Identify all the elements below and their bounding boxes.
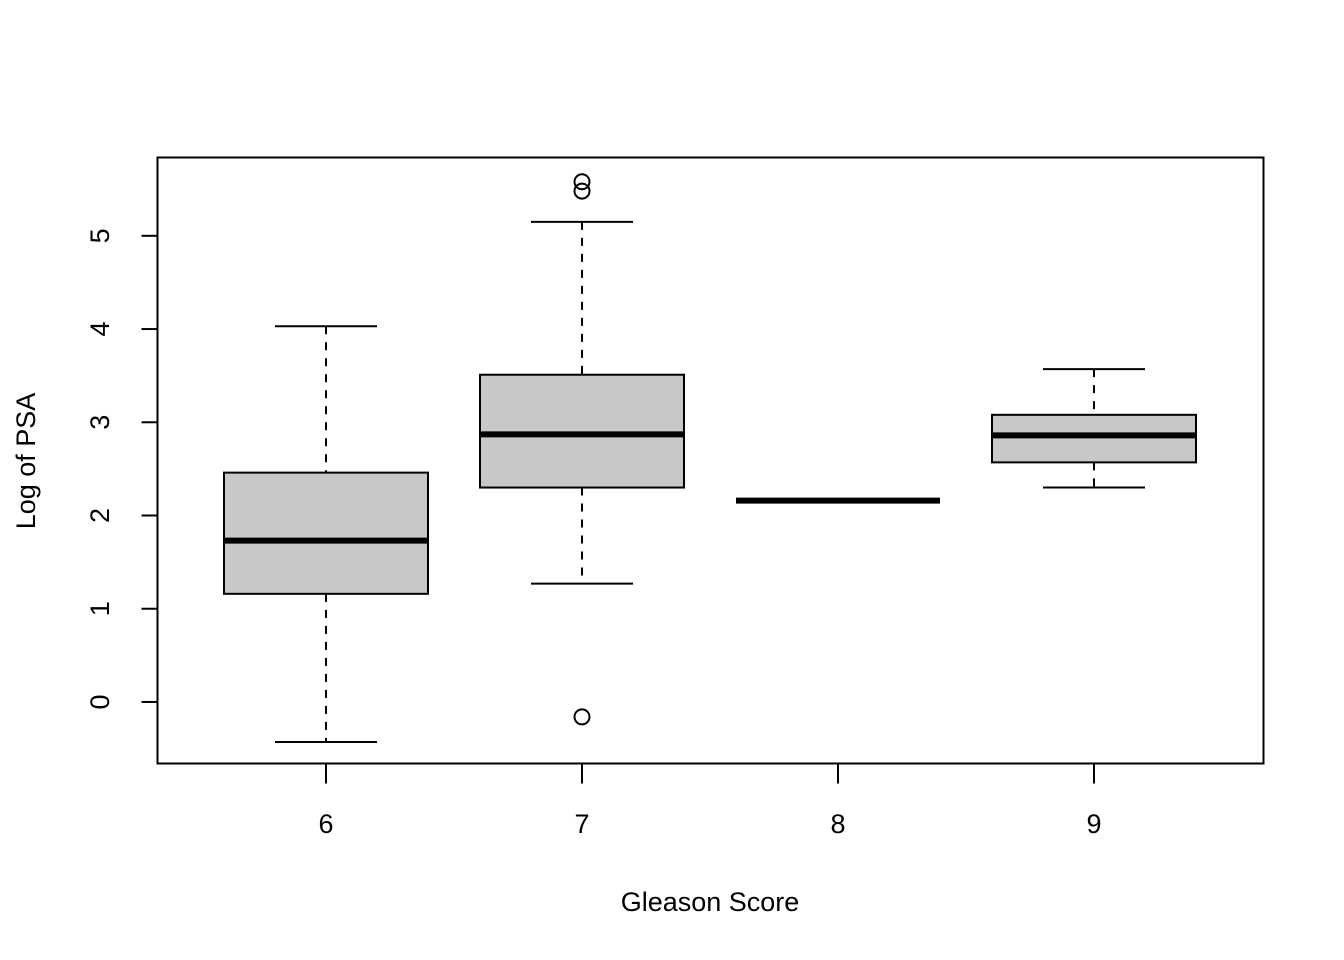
x-axis-label: Gleason Score bbox=[621, 887, 800, 917]
box-group-7 bbox=[479, 173, 685, 726]
x-tick-label: 6 bbox=[318, 809, 333, 839]
iqr-box bbox=[991, 413, 1197, 464]
y-tick-label: 5 bbox=[85, 228, 115, 243]
boxes-layer bbox=[223, 173, 1197, 744]
x-tick-label: 9 bbox=[1086, 809, 1101, 839]
iqr-box bbox=[479, 373, 685, 489]
y-tick-label: 2 bbox=[85, 508, 115, 523]
y-axis: 0 1 2 3 4 5 bbox=[85, 228, 158, 709]
x-tick-label: 8 bbox=[830, 809, 845, 839]
y-tick-label: 1 bbox=[85, 601, 115, 616]
outlier-point bbox=[573, 708, 591, 726]
plot-frame bbox=[156, 156, 1265, 765]
y-tick-label: 4 bbox=[85, 322, 115, 337]
y-tick-label: 0 bbox=[85, 694, 115, 709]
box-group-9 bbox=[991, 368, 1197, 489]
x-axis: 6 7 8 9 bbox=[318, 763, 1102, 839]
y-tick-label: 3 bbox=[85, 415, 115, 430]
outlier-point bbox=[573, 182, 591, 200]
box-group-6 bbox=[223, 325, 429, 744]
x-tick-label: 7 bbox=[574, 809, 589, 839]
outlier-point bbox=[573, 173, 591, 191]
y-axis-label: Log of PSA bbox=[11, 393, 41, 530]
iqr-box bbox=[223, 471, 429, 595]
